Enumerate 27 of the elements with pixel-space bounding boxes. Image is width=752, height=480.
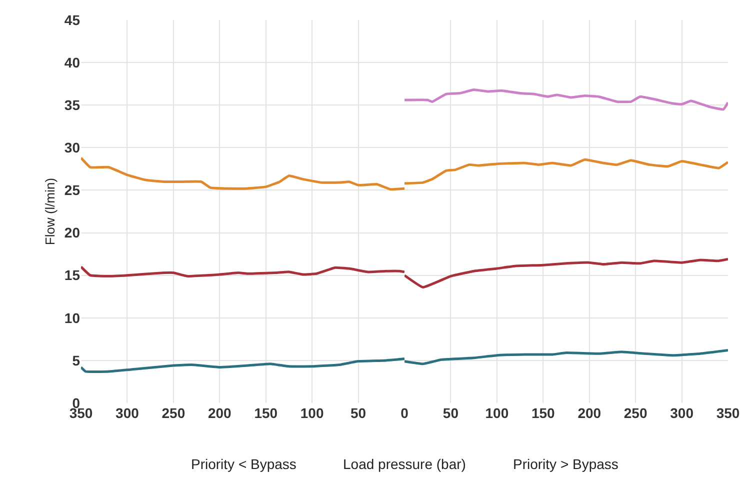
x-tick-label: 350: [716, 405, 740, 421]
y-tick-label: 20: [64, 224, 80, 241]
x-tick-label: 100: [300, 405, 324, 421]
y-axis-title: Flow (l/min): [42, 178, 58, 246]
x-tick-label: 300: [670, 405, 694, 421]
x-tick-label: 150: [254, 405, 278, 421]
y-tick-label: 10: [64, 310, 80, 326]
y-tick-label: 40: [64, 54, 80, 70]
x-tick-label: 200: [578, 405, 602, 421]
y-tick-label: 5: [72, 352, 80, 368]
x-tick-label: 100: [485, 405, 509, 421]
y-tick-label: 15: [64, 267, 80, 284]
text: Priority > Bypass: [513, 456, 618, 472]
y-tick-label: 35: [64, 97, 80, 114]
y-tick-label: 45: [64, 12, 80, 28]
x-tick-label: 250: [162, 405, 186, 421]
x-tick-label: 300: [116, 405, 140, 421]
y-tick-label: 30: [64, 140, 80, 156]
y-tick-label: 25: [64, 182, 80, 198]
text: Priority < Bypass: [191, 456, 296, 472]
x-tick-label: 50: [442, 405, 459, 421]
text: Load pressure (bar): [343, 456, 466, 472]
x-tick-label: 250: [624, 405, 648, 421]
x-tick-label: 200: [208, 405, 232, 421]
x-tick-label: 50: [350, 405, 366, 421]
x-tick-label: 150: [531, 405, 556, 421]
x-tick-label: 0: [400, 405, 409, 421]
